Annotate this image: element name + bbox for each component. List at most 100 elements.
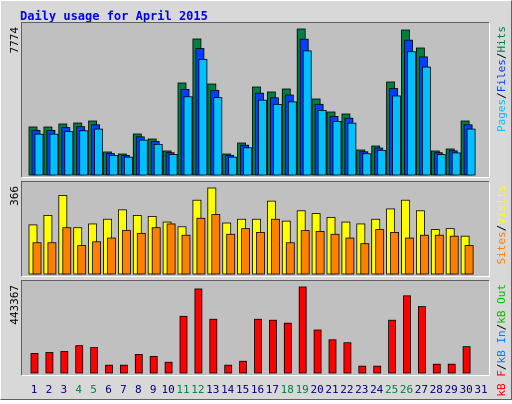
- panel-edge-dark: [21, 22, 490, 178]
- legend-entry: Hits: [495, 26, 508, 53]
- bar: [34, 133, 44, 176]
- bar: [462, 346, 471, 374]
- bar: [300, 230, 310, 275]
- bar: [313, 329, 322, 374]
- bar: [447, 363, 456, 374]
- bar: [226, 233, 236, 275]
- bar: [375, 229, 385, 275]
- bar: [315, 231, 325, 275]
- bar: [213, 97, 223, 176]
- bar: [64, 131, 74, 176]
- bar: [239, 360, 248, 374]
- x-tick-label: 13: [206, 383, 219, 396]
- bar: [107, 237, 116, 275]
- legend: Pages/Files/Hits: [495, 26, 508, 132]
- bar: [211, 214, 221, 275]
- bar: [283, 322, 292, 374]
- bar: [149, 355, 158, 374]
- bar: [198, 58, 208, 176]
- x-tick-label: 30: [459, 383, 472, 396]
- bar: [134, 354, 143, 374]
- legend-separator: /: [495, 324, 508, 331]
- bar: [451, 152, 461, 176]
- x-tick-label: 8: [135, 383, 142, 396]
- bar: [436, 154, 446, 176]
- bar: [45, 352, 54, 374]
- bar: [388, 319, 397, 374]
- chart-title: Daily usage for April 2015: [20, 9, 208, 23]
- bar: [256, 232, 265, 275]
- bar: [362, 153, 372, 176]
- x-tick-label: 14: [221, 383, 235, 396]
- bar: [179, 315, 188, 374]
- bar: [153, 144, 163, 176]
- bar: [183, 96, 193, 176]
- bar: [407, 51, 416, 176]
- x-tick-label: 1: [31, 383, 38, 396]
- bar: [196, 217, 206, 275]
- x-tick-label: 12: [191, 383, 204, 396]
- panel-edge-dark: [21, 280, 490, 376]
- bar: [328, 339, 337, 374]
- panel-edge-light: [21, 280, 490, 376]
- bar: [377, 149, 387, 176]
- legend-separator: /: [495, 92, 508, 99]
- bar: [272, 104, 282, 176]
- x-tick-label: 11: [176, 383, 189, 396]
- bar: [343, 342, 352, 374]
- bar: [168, 154, 178, 176]
- bar: [330, 233, 340, 275]
- bar: [228, 156, 238, 176]
- bar: [79, 130, 89, 176]
- bar: [30, 353, 39, 374]
- bar: [403, 295, 411, 374]
- x-tick-label: 23: [355, 383, 368, 396]
- bar: [298, 286, 307, 374]
- bar: [122, 230, 131, 275]
- bar: [109, 155, 118, 176]
- x-tick-label: 6: [105, 383, 112, 396]
- legend-entry: kB Out: [495, 284, 508, 324]
- bar: [241, 228, 251, 275]
- x-tick-label: 29: [445, 383, 458, 396]
- bar: [47, 242, 57, 275]
- x-tick-label: 2: [46, 383, 53, 396]
- x-tick-label: 10: [161, 383, 174, 396]
- x-tick-label: 17: [266, 383, 279, 396]
- bar: [421, 66, 431, 176]
- legend-entry: Visits: [495, 185, 508, 225]
- bar: [270, 218, 280, 275]
- bar: [224, 364, 233, 374]
- bar: [332, 121, 342, 176]
- legend-entry: Files: [495, 59, 508, 92]
- x-tick-label: 9: [150, 383, 157, 396]
- x-tick-label: 7: [120, 383, 127, 396]
- legend-entry: Pages: [495, 99, 508, 132]
- x-tick-label: 18: [281, 383, 294, 396]
- x-tick-label: 28: [430, 383, 443, 396]
- bar: [166, 223, 176, 275]
- x-tick-label: 26: [400, 383, 413, 396]
- bar: [417, 306, 426, 374]
- bar: [466, 128, 476, 176]
- x-tick-label: 25: [385, 383, 398, 396]
- bar: [164, 361, 173, 374]
- bar: [345, 237, 355, 275]
- bar: [434, 234, 444, 275]
- bar: [181, 234, 191, 275]
- bar: [358, 365, 367, 374]
- panel-edge-light: [21, 181, 490, 277]
- legend-separator: /: [495, 225, 508, 232]
- bar: [373, 365, 382, 374]
- bar: [32, 242, 42, 275]
- legend-entry: kB F: [495, 370, 508, 397]
- bar: [138, 139, 148, 176]
- bar: [268, 319, 277, 374]
- bar: [285, 242, 295, 275]
- x-tick-label: 24: [370, 383, 384, 396]
- x-tick-label: 4: [75, 383, 82, 396]
- x-tick-label: 19: [296, 383, 309, 396]
- bar: [124, 156, 133, 176]
